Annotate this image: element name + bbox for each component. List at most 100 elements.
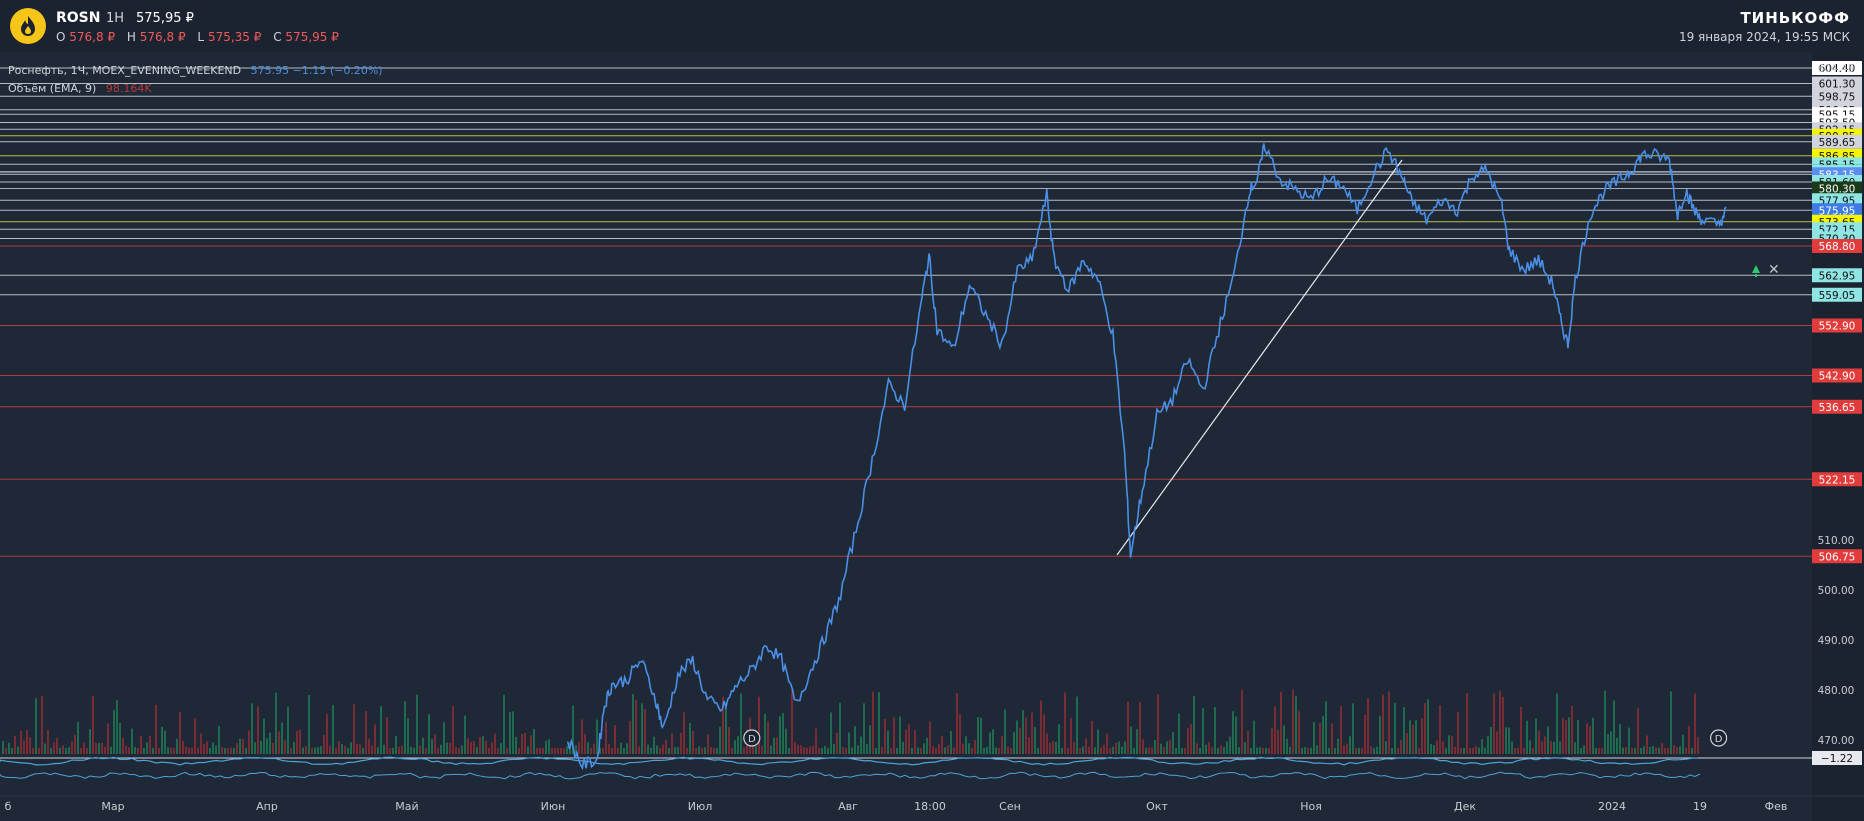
volume-bar bbox=[452, 705, 454, 754]
volume-bar bbox=[1217, 747, 1219, 754]
volume-bar bbox=[1550, 741, 1552, 754]
dividend-marker-label: D bbox=[748, 734, 756, 745]
volume-bar bbox=[581, 719, 583, 754]
volume-bar bbox=[1475, 746, 1477, 754]
volume-bar bbox=[1469, 747, 1471, 754]
dividend-marker-label: D bbox=[1715, 734, 1723, 745]
volume-bar bbox=[185, 746, 187, 754]
volume-bar bbox=[536, 747, 538, 754]
volume-bar bbox=[650, 747, 652, 754]
volume-bar bbox=[1619, 724, 1621, 754]
volume-bar bbox=[233, 747, 235, 754]
volume-bar bbox=[149, 735, 151, 754]
volume-bar bbox=[1523, 747, 1525, 754]
volume-bar bbox=[47, 729, 49, 754]
volume-legend[interactable]: Объём (EMA, 9) 98.164K bbox=[8, 82, 152, 95]
series-legend-label: Роснефть, 1Ч, MOEX_EVENING_WEEKEND bbox=[8, 64, 242, 77]
volume-bar bbox=[281, 722, 283, 754]
volume-bar bbox=[1574, 742, 1576, 754]
price-label: 575.95 bbox=[1819, 205, 1856, 217]
close-label: C bbox=[273, 30, 282, 44]
volume-legend-value: 98.164K bbox=[105, 82, 152, 95]
timeframe[interactable]: 1H bbox=[106, 11, 125, 26]
volume-bar bbox=[797, 744, 799, 754]
volume-bar bbox=[65, 747, 67, 754]
volume-bar bbox=[290, 747, 292, 754]
high-label: H bbox=[126, 30, 136, 44]
volume-bar bbox=[863, 703, 865, 754]
volume-bar bbox=[1190, 724, 1192, 754]
volume-bar bbox=[680, 732, 682, 754]
volume-bar bbox=[1649, 746, 1651, 754]
volume-bar bbox=[434, 734, 436, 754]
volume-bar bbox=[884, 718, 886, 754]
volume-bar bbox=[1667, 747, 1669, 754]
volume-bar bbox=[1670, 691, 1672, 754]
volume-bar bbox=[1679, 746, 1681, 754]
volume-bar bbox=[1616, 737, 1618, 754]
volume-bar bbox=[1103, 744, 1105, 754]
volume-bar bbox=[1331, 723, 1333, 754]
volume-bar bbox=[1211, 747, 1213, 754]
volume-bar bbox=[974, 740, 976, 754]
volume-bar bbox=[1154, 739, 1156, 754]
price-chart[interactable]: 604.40601.30598.75596.05595.15593.50592.… bbox=[0, 52, 1864, 821]
volume-bar bbox=[1118, 741, 1120, 754]
price-label: 559.05 bbox=[1819, 290, 1856, 302]
volume-bar bbox=[1514, 747, 1516, 754]
volume-bar bbox=[419, 745, 421, 754]
volume-bar bbox=[1409, 720, 1411, 754]
volume-bar bbox=[398, 746, 400, 754]
volume-bar bbox=[362, 747, 364, 754]
volume-bar bbox=[14, 735, 16, 754]
price-label: 552.90 bbox=[1819, 321, 1856, 333]
volume-bar bbox=[179, 712, 181, 754]
volume-bar bbox=[44, 743, 46, 754]
volume-bar bbox=[1487, 735, 1489, 754]
chart-background bbox=[0, 52, 1864, 821]
volume-bar bbox=[1001, 736, 1003, 754]
volume-bar bbox=[1130, 726, 1132, 754]
volume-bar bbox=[527, 746, 529, 754]
volume-bar bbox=[1013, 732, 1015, 754]
volume-bar bbox=[818, 747, 820, 754]
volume-bar bbox=[788, 747, 790, 754]
high-value: 576,8 ₽ bbox=[139, 30, 186, 44]
volume-bar bbox=[1082, 746, 1084, 754]
volume-bar bbox=[500, 743, 502, 754]
volume-bar bbox=[980, 717, 982, 754]
volume-bar bbox=[917, 747, 919, 754]
volume-bar bbox=[545, 740, 547, 754]
alert-bell-icon[interactable] bbox=[1748, 264, 1764, 278]
x-tick-label: Мар bbox=[101, 800, 124, 813]
volume-bar bbox=[1580, 747, 1582, 754]
volume-bar bbox=[1028, 737, 1030, 754]
volume-bar bbox=[830, 712, 832, 754]
volume-bar bbox=[458, 747, 460, 754]
volume-bar bbox=[335, 747, 337, 754]
close-icon[interactable]: ✕ bbox=[1768, 262, 1780, 278]
volume-bar bbox=[1664, 748, 1666, 754]
volume-bar bbox=[1022, 710, 1024, 754]
volume-bar bbox=[995, 747, 997, 754]
volume-bar bbox=[1115, 742, 1117, 754]
volume-bar bbox=[1265, 747, 1267, 754]
volume-bar bbox=[854, 726, 856, 754]
x-tick-label: Дек bbox=[1454, 800, 1476, 813]
series-legend[interactable]: Роснефть, 1Ч, MOEX_EVENING_WEEKEND 575.9… bbox=[8, 64, 383, 77]
volume-bar bbox=[86, 747, 88, 754]
volume-bar bbox=[443, 722, 445, 754]
volume-bar bbox=[1601, 747, 1603, 754]
volume-bar bbox=[1340, 705, 1342, 754]
volume-bar bbox=[473, 741, 475, 754]
volume-bar bbox=[617, 747, 619, 754]
price-label-box bbox=[1812, 76, 1862, 91]
volume-bar bbox=[1277, 730, 1279, 754]
price-label-box bbox=[1812, 318, 1862, 333]
volume-bar bbox=[1349, 736, 1351, 754]
volume-bar bbox=[620, 742, 622, 754]
volume-bar bbox=[5, 747, 7, 754]
symbol-ticker[interactable]: ROSN bbox=[56, 10, 101, 26]
volume-bar bbox=[407, 718, 409, 754]
volume-bar bbox=[155, 704, 157, 754]
